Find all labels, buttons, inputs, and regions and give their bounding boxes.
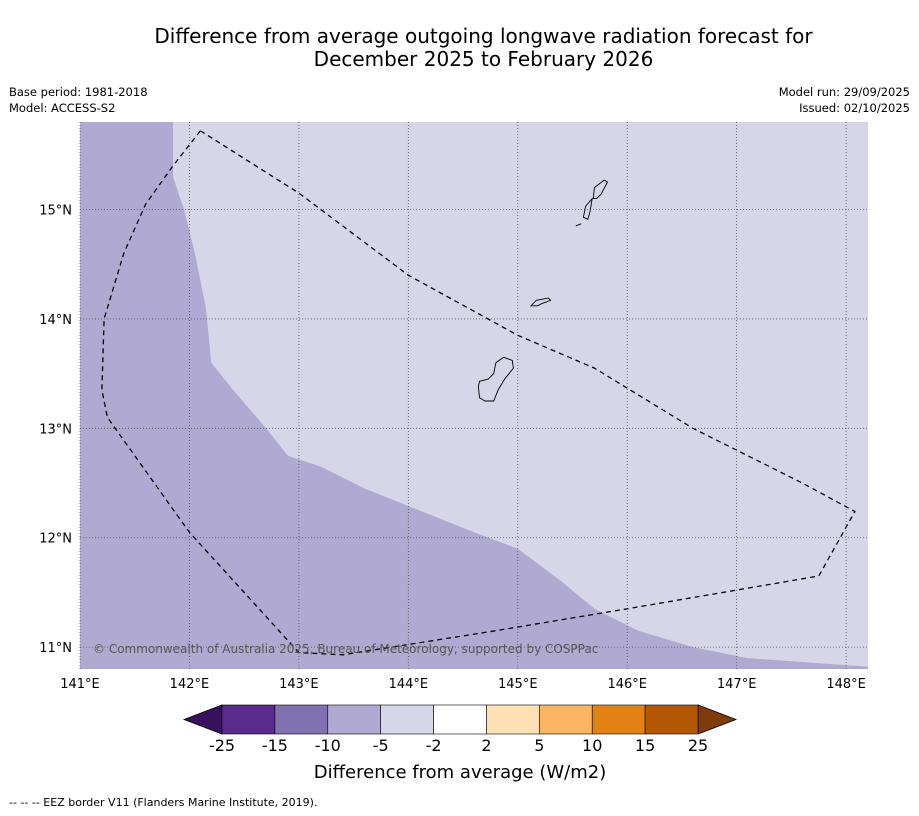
lat-tick-label: 12°N xyxy=(39,532,72,547)
colorbar-bin xyxy=(644,704,699,735)
lat-tick-label: 14°N xyxy=(39,313,72,328)
colorbar-label: Difference from average (W/m2) xyxy=(314,762,606,783)
lon-tick-label: 142°E xyxy=(170,677,210,692)
island-aguijan xyxy=(575,223,582,227)
colorbar-bin xyxy=(539,704,593,735)
island-guam xyxy=(477,356,514,402)
colorbar-over-arrow xyxy=(697,704,738,735)
lon-tick-label: 141°E xyxy=(60,677,100,692)
chart-title-line-2: December 2025 to February 2026 xyxy=(313,47,654,71)
lon-tick-label: 148°E xyxy=(826,677,866,692)
base-period-text: Base period: 1981-2018 xyxy=(9,85,148,99)
island-saipan xyxy=(592,179,609,200)
colorbar-tick-label: 15 xyxy=(635,736,655,755)
colorbar-bin xyxy=(591,704,646,735)
meta-left: Base period: 1981-2018 Model: ACCESS-S2 xyxy=(9,84,148,116)
colorbar-tick-label: -25 xyxy=(209,736,235,755)
colorbar-bin xyxy=(274,704,329,735)
colorbar-tick-label: 2 xyxy=(481,736,491,755)
colorbar-bin xyxy=(221,704,276,735)
colorbar-bin xyxy=(380,704,434,735)
colorbar-tick-label: 10 xyxy=(582,736,602,755)
lat-tick-label: 15°N xyxy=(39,204,72,219)
lon-tick-label: 146°E xyxy=(607,677,647,692)
colorbar-under-arrow xyxy=(182,704,223,735)
lon-tick-label: 147°E xyxy=(717,677,757,692)
model-run-text: Model run: 29/09/2025 xyxy=(778,85,910,99)
eez-border xyxy=(101,130,856,656)
copyright-text: © Commonwealth of Australia 2025, Bureau… xyxy=(93,642,598,656)
colorbar-bin xyxy=(486,704,540,735)
island-rota xyxy=(529,297,552,307)
colorbar-tick-label: -10 xyxy=(315,736,341,755)
lon-tick-label: 145°E xyxy=(498,677,538,692)
lon-tick-label: 143°E xyxy=(279,677,319,692)
lon-tick-label: 144°E xyxy=(389,677,429,692)
colorbar-tick-label: 5 xyxy=(534,736,544,755)
region-minus10-to-minus5 xyxy=(80,122,868,669)
lat-tick-label: 11°N xyxy=(39,641,72,656)
meta-right: Model run: 29/09/2025 Issued: 02/10/2025 xyxy=(779,84,910,116)
model-text: Model: ACCESS-S2 xyxy=(9,101,116,115)
eez-footnote: -- -- -- EEZ border V11 (Flanders Marine… xyxy=(9,796,318,809)
colorbar-tick-label: -15 xyxy=(262,736,288,755)
chart-title-line-1: Difference from average outgoing longwav… xyxy=(154,24,813,48)
lat-tick-label: 13°N xyxy=(39,422,72,437)
colorbar-tick-label: -5 xyxy=(373,736,389,755)
island-tinian xyxy=(582,197,593,221)
colorbar-bin xyxy=(327,704,381,735)
colorbar-bin xyxy=(433,704,487,735)
issued-text: Issued: 02/10/2025 xyxy=(799,101,910,115)
colorbar-tick-label: 25 xyxy=(688,736,708,755)
colorbar-tick-label: -2 xyxy=(426,736,442,755)
